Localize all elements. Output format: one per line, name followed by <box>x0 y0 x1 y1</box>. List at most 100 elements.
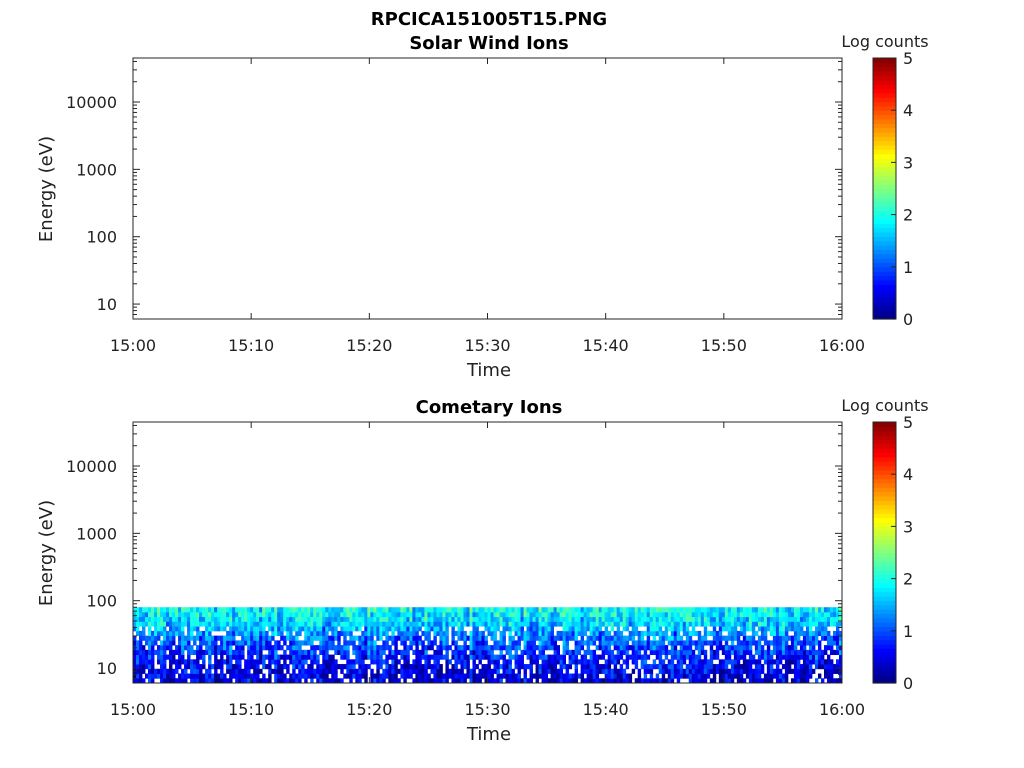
heatmap-cell <box>493 611 497 618</box>
heatmap-cell <box>391 626 395 632</box>
heatmap-cell <box>586 678 591 684</box>
heatmap-cell <box>556 611 560 618</box>
heatmap-cell <box>367 626 371 632</box>
heatmap-cell <box>562 611 567 618</box>
heatmap-cell <box>646 621 651 627</box>
heatmap-cell <box>325 649 329 655</box>
heatmap-cell <box>835 645 840 651</box>
heatmap-cell <box>442 611 446 618</box>
heatmap-cell <box>754 668 759 674</box>
heatmap-cell <box>478 645 482 651</box>
heatmap-cell <box>718 635 723 641</box>
heatmap-cell <box>442 626 446 632</box>
heatmap-cell <box>742 630 747 637</box>
heatmap-cell <box>415 678 419 684</box>
heatmap-cell <box>799 645 804 651</box>
colorbar-band <box>873 435 896 440</box>
heatmap-cell <box>787 611 792 618</box>
heatmap-cell <box>580 645 585 651</box>
heatmap-cell <box>232 673 236 679</box>
heatmap-cell <box>208 626 212 632</box>
heatmap-cell <box>163 640 167 646</box>
heatmap-cell <box>583 607 588 613</box>
heatmap-cell <box>427 673 431 679</box>
heatmap-cell <box>556 649 560 655</box>
heatmap-cell <box>316 654 320 660</box>
heatmap-cell <box>565 664 570 670</box>
heatmap-cell <box>259 635 263 641</box>
heatmap-cell <box>304 640 308 646</box>
heatmap-cell <box>406 621 410 627</box>
heatmap-cell <box>472 640 476 646</box>
colorbar-band <box>873 175 896 181</box>
heatmap-cell <box>487 649 491 655</box>
heatmap-cell <box>556 659 560 665</box>
heatmap-cell <box>346 654 350 660</box>
heatmap-cell <box>346 630 350 637</box>
heatmap-cell <box>355 645 359 651</box>
heatmap-cell <box>229 678 233 684</box>
heatmap-cell <box>466 616 470 622</box>
heatmap-cell <box>538 611 542 618</box>
heatmap-cell <box>721 664 726 670</box>
heatmap-cell <box>565 616 570 622</box>
heatmap-cell <box>334 621 338 627</box>
heatmap-cell <box>379 635 383 641</box>
colorbar-band <box>873 656 896 662</box>
heatmap-cell <box>727 673 732 679</box>
heatmap-cell <box>253 616 257 622</box>
heatmap-cell <box>412 635 416 641</box>
heatmap-cell <box>133 640 137 646</box>
colorbar-band <box>873 522 896 527</box>
heatmap-cell <box>748 621 753 627</box>
heatmap-cell <box>346 611 350 618</box>
heatmap-cell <box>346 659 350 665</box>
heatmap-cell <box>616 607 621 613</box>
heatmap-cell <box>394 626 398 632</box>
heatmap-cell <box>385 668 389 674</box>
heatmap-cell <box>160 607 164 613</box>
heatmap-cell <box>817 645 822 651</box>
heatmap-cell <box>418 626 422 632</box>
heatmap-cell <box>145 649 149 655</box>
heatmap-cell <box>298 616 302 622</box>
heatmap-cell <box>361 645 365 651</box>
colorbar-band <box>873 426 896 432</box>
heatmap-cell <box>184 640 188 646</box>
heatmap-cell <box>175 645 179 651</box>
heatmap-cell <box>601 621 606 627</box>
heatmap-cell <box>610 678 615 684</box>
heatmap-cell <box>247 645 251 651</box>
heatmap-cell <box>487 611 491 618</box>
heatmap-cell <box>748 635 753 641</box>
heatmap-cell <box>835 659 840 665</box>
heatmap-cell <box>784 664 789 670</box>
heatmap-cell <box>223 678 227 684</box>
heatmap-cell <box>589 611 594 618</box>
heatmap-cell <box>178 664 182 670</box>
heatmap-cell <box>535 645 539 651</box>
heatmap-cell <box>202 654 206 660</box>
heatmap-cell <box>709 645 714 651</box>
heatmap-cell <box>250 645 254 651</box>
heatmap-cell <box>217 607 221 613</box>
heatmap-cell <box>484 654 488 660</box>
heatmap-cell <box>646 640 651 646</box>
heatmap-cell <box>697 621 702 627</box>
heatmap-cell <box>334 626 338 632</box>
heatmap-cell <box>682 630 687 637</box>
heatmap-cell <box>430 607 434 613</box>
heatmap-cell <box>505 645 509 651</box>
heatmap-cell <box>673 654 678 660</box>
heatmap-cell <box>298 654 302 660</box>
heatmap-cell <box>565 621 570 627</box>
heatmap-cell <box>205 640 209 646</box>
heatmap-cell <box>514 611 518 618</box>
heatmap-cell <box>364 640 368 646</box>
heatmap-cell <box>628 607 633 613</box>
heatmap-cell <box>241 668 245 674</box>
heatmap-cell <box>400 607 404 613</box>
heatmap-cell <box>742 654 747 660</box>
heatmap-cell <box>784 668 789 674</box>
heatmap-cell <box>673 668 678 674</box>
